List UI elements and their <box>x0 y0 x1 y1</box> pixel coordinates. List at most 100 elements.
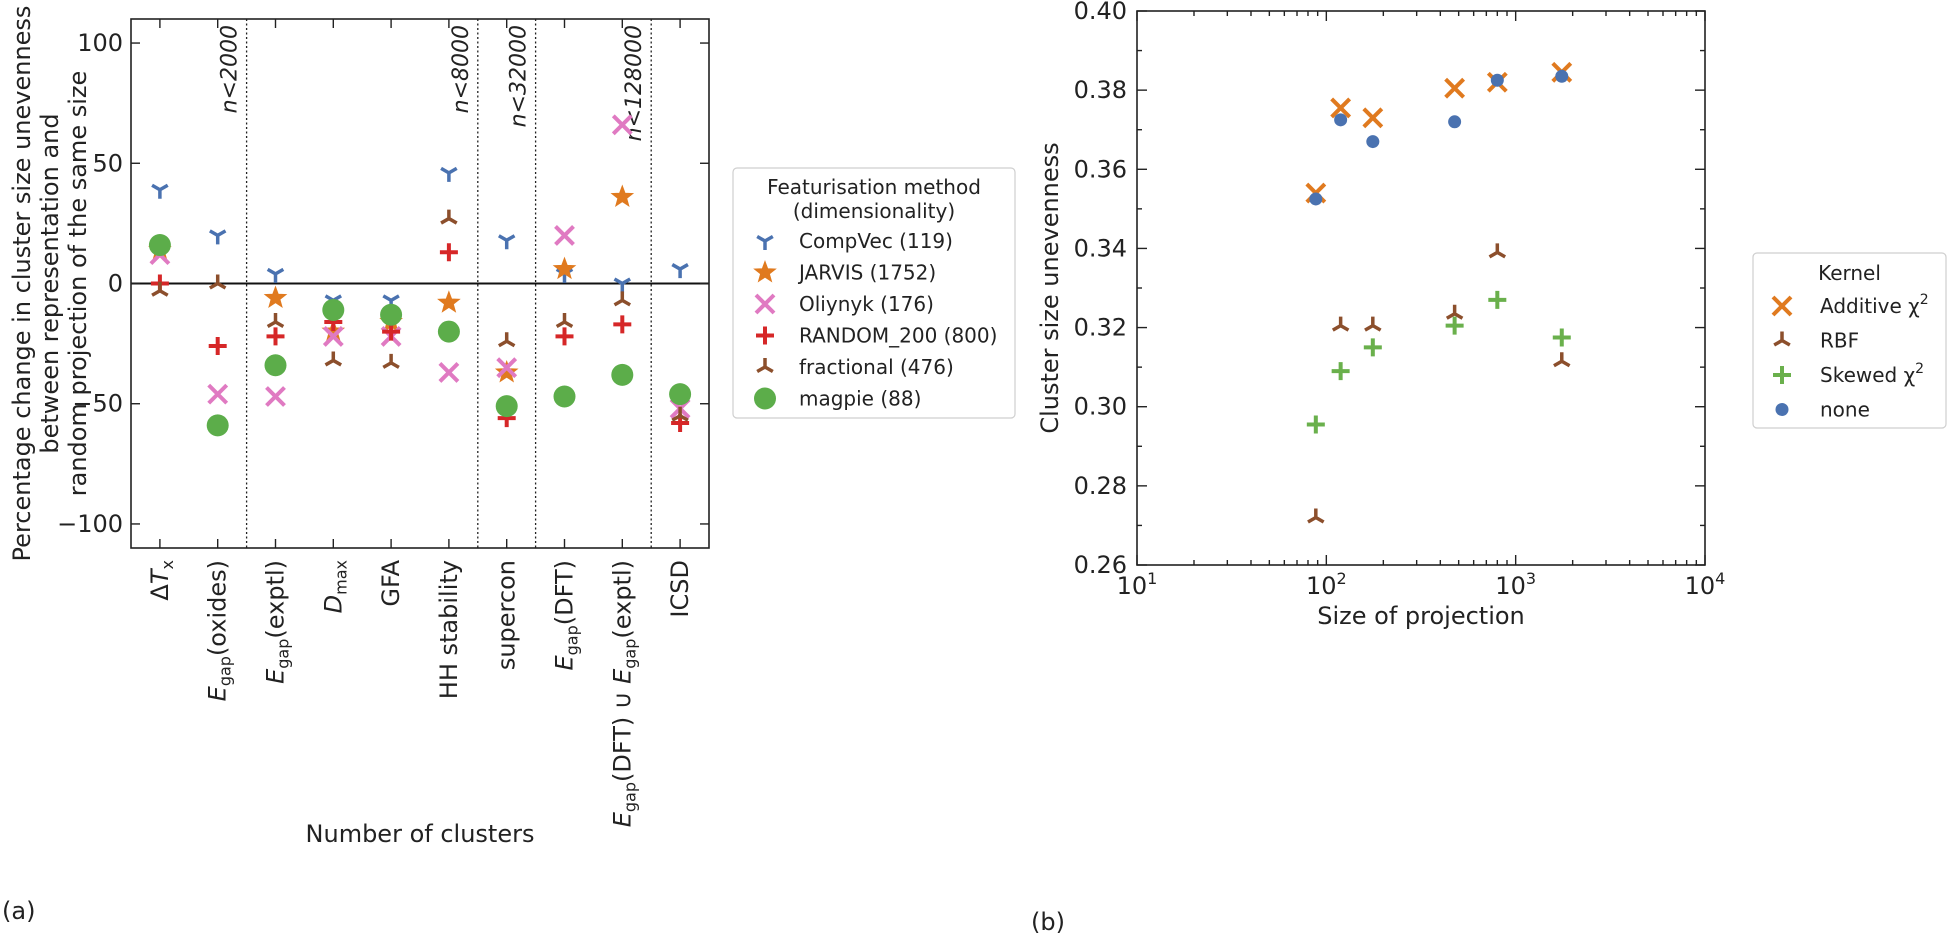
data-point <box>1446 79 1464 97</box>
data-point <box>265 287 286 307</box>
x-tick-label: HH stability <box>435 560 463 699</box>
legend-marker <box>1776 403 1789 416</box>
data-point <box>438 321 460 343</box>
data-point <box>1448 115 1461 128</box>
figure-canvas: n<2000 n<8000 n<32000 n<128000−100−50050100… <box>0 0 1949 938</box>
data-point <box>1365 317 1381 331</box>
data-point <box>612 186 633 206</box>
data-point <box>614 291 630 305</box>
x-axis-label: Size of projection <box>1317 602 1525 630</box>
series-additive <box>1307 63 1571 202</box>
data-point <box>1366 135 1379 148</box>
panel-a: n<2000 n<8000 n<32000 n<128000−100−50050100… <box>2 6 1015 925</box>
series-skewed <box>1307 291 1571 434</box>
x-axis-label: Number of clusters <box>306 820 535 848</box>
data-point <box>1334 113 1347 126</box>
y-tick-label: 0.34 <box>1074 234 1127 262</box>
x-tick-label: ICSD <box>666 560 694 618</box>
legend-entry: Oliynyk (176) <box>799 292 934 316</box>
data-point <box>496 361 517 381</box>
x-tick-label: supercon <box>493 560 521 670</box>
data-point <box>1332 362 1350 380</box>
data-point <box>613 315 631 333</box>
x-tick-label: 101 <box>1117 569 1158 600</box>
y-axis-label: random projection of the same size <box>64 71 92 497</box>
data-point <box>614 279 630 293</box>
legend-title: (dimensionality) <box>793 199 955 223</box>
data-point <box>1447 305 1463 319</box>
legend-title: Kernel <box>1818 261 1881 285</box>
y-axis-label: Percentage change in cluster size uneven… <box>8 6 36 562</box>
data-point <box>441 168 457 182</box>
legend-entry: none <box>1820 398 1870 422</box>
series-oliynyk <box>151 116 689 418</box>
data-point <box>380 304 402 326</box>
data-point <box>1555 70 1568 83</box>
y-tick-label: 0.28 <box>1074 472 1127 500</box>
data-point <box>210 275 226 289</box>
legend-entry: fractional (476) <box>799 355 954 379</box>
y-tick-label: −100 <box>57 510 123 538</box>
data-point <box>210 231 226 245</box>
data-point <box>669 383 691 405</box>
data-point <box>611 364 633 386</box>
data-point <box>1333 317 1349 331</box>
x-tick-label: Dmax <box>319 560 350 613</box>
y-tick-label: 0.32 <box>1074 314 1127 342</box>
region-label: n<32000 <box>507 25 532 127</box>
data-point <box>268 269 284 283</box>
legend-title: Featurisation method <box>767 175 981 199</box>
x-tick-label: ΔTx <box>146 560 177 601</box>
data-point <box>438 292 459 312</box>
panel-label-b: (b) <box>1031 908 1065 936</box>
data-point <box>1553 328 1571 346</box>
data-point <box>267 388 285 406</box>
data-point <box>267 327 285 345</box>
legend-entry: RBF <box>1820 329 1859 353</box>
data-point <box>440 243 458 261</box>
legend-marker <box>754 388 776 410</box>
series-compvec <box>152 168 688 309</box>
data-point <box>672 265 688 279</box>
data-point <box>209 385 227 403</box>
data-point <box>1364 338 1382 356</box>
data-point <box>554 386 576 408</box>
data-point <box>556 327 574 345</box>
data-point <box>1309 192 1322 205</box>
region-label: n<8000 <box>449 25 474 113</box>
data-point <box>152 185 168 199</box>
data-point <box>209 337 227 355</box>
region-label: n<2000 <box>218 25 243 113</box>
y-tick-label: 0.30 <box>1074 393 1127 421</box>
legend-entry: Additive χ2 <box>1820 292 1929 318</box>
data-point <box>149 234 171 256</box>
y-tick-label: 0 <box>108 270 123 298</box>
y-tick-label: 0.36 <box>1074 155 1127 183</box>
data-point <box>268 313 284 327</box>
x-tick-label: Egap(DFT) <box>551 560 582 671</box>
data-point <box>1308 509 1324 523</box>
x-tick-label: 104 <box>1685 569 1726 600</box>
x-tick-label: 103 <box>1495 569 1536 600</box>
data-point <box>1554 352 1570 366</box>
data-point <box>1489 243 1505 257</box>
legend-entry: RANDOM_200 (800) <box>799 324 997 348</box>
data-point <box>383 354 399 368</box>
data-point <box>265 354 287 376</box>
data-point <box>557 313 573 327</box>
legend-entry: magpie (88) <box>799 387 921 411</box>
data-point <box>1491 74 1504 87</box>
x-tick-label: Egap(DFT) ∪ Egap(exptl) <box>608 560 639 827</box>
x-tick-label: Egap(oxides) <box>204 560 235 701</box>
data-point <box>322 299 344 321</box>
data-point <box>207 414 229 436</box>
series-fractional <box>152 210 688 421</box>
y-axis-label: Cluster size unevenness <box>1036 142 1064 433</box>
x-tick-label: 102 <box>1306 569 1347 600</box>
data-point <box>496 395 518 417</box>
data-point <box>1364 109 1382 127</box>
panel-label-a: (a) <box>2 897 35 925</box>
y-tick-label: 50 <box>92 149 123 177</box>
plot-frame <box>1137 11 1705 565</box>
panel-b: 0.26 0.28 0.30 0.32 0.34 0.36 0.38 0.40 101 102 10… <box>1031 0 1946 936</box>
